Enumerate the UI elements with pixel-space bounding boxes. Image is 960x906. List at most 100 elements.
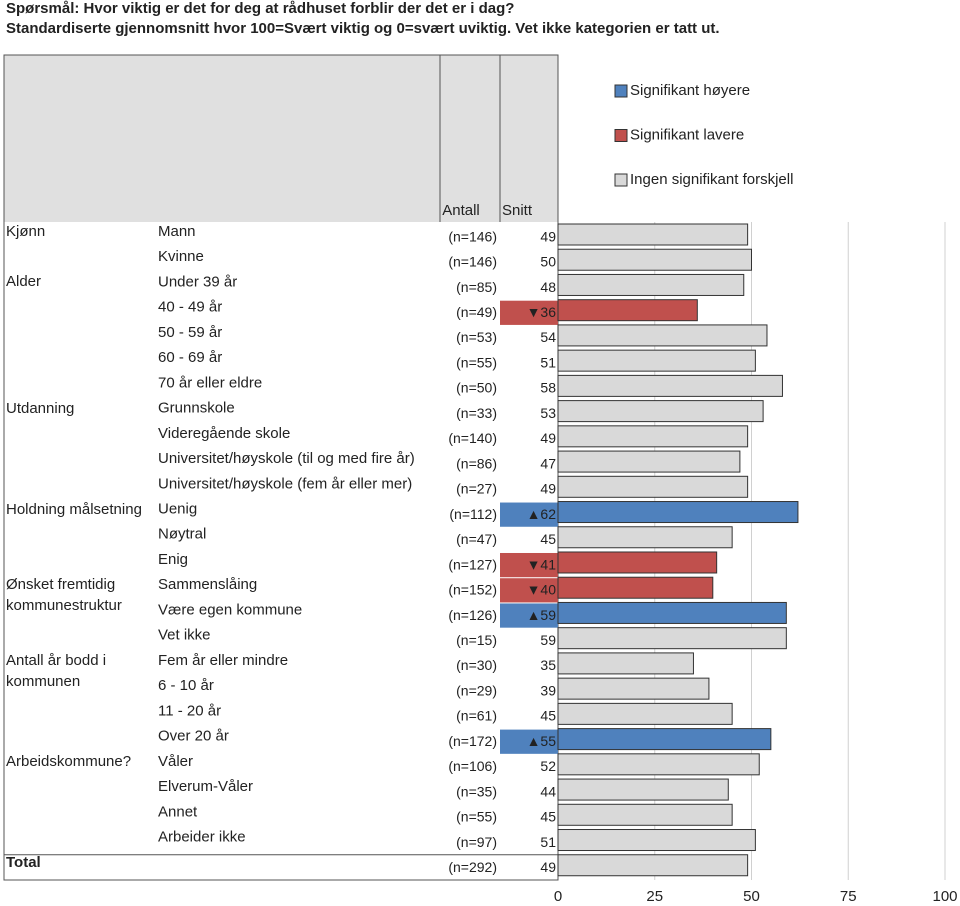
legend-swatch (614, 129, 628, 142)
bar (557, 248, 752, 271)
value-label: 49 (540, 859, 556, 875)
bar (557, 223, 749, 246)
value-label: ▲59 (527, 607, 557, 623)
bar (557, 400, 764, 423)
bar (557, 601, 787, 624)
table-header-bg (4, 55, 558, 222)
chart-subtitle: Standardiserte gjennomsnitt hvor 100=Svæ… (6, 20, 720, 37)
value-label: 45 (540, 531, 556, 547)
category-label: Over 20 år (158, 728, 229, 745)
column-header: Snitt (502, 202, 533, 219)
category-label: Videregående skole (158, 425, 290, 442)
category-label: Under 39 år (158, 273, 237, 290)
value-label: 52 (540, 758, 556, 774)
n-label: (n=27) (456, 481, 497, 497)
value-label: ▲62 (527, 506, 557, 522)
bar (557, 526, 733, 549)
category-label: Være egen kommune (158, 601, 302, 618)
category-label: Universitet/høyskole (fem år eller mer) (158, 475, 412, 492)
value-label: 54 (540, 329, 556, 345)
n-label: (n=146) (448, 254, 497, 270)
n-label: (n=172) (448, 733, 497, 749)
category-label: Annet (158, 803, 198, 820)
category-label: Grunnskole (158, 400, 235, 417)
category-label: Nøytral (158, 526, 206, 543)
n-label: (n=49) (456, 304, 497, 320)
n-label: (n=146) (448, 228, 497, 244)
value-label: ▼36 (527, 304, 557, 320)
n-label: (n=15) (456, 632, 497, 648)
n-label: (n=126) (448, 607, 497, 623)
bar (557, 450, 741, 473)
group-label: Alder (6, 273, 42, 291)
n-label: (n=50) (456, 380, 497, 396)
bar (557, 677, 710, 700)
bar (557, 627, 787, 650)
significance-cell (500, 729, 558, 754)
significance-cell (500, 552, 558, 578)
category-label: Sammenslåing (158, 576, 257, 593)
bar (557, 273, 745, 296)
group-label: Utdanning (6, 399, 75, 417)
x-tick-label: 100 (932, 888, 957, 905)
value-label: 49 (540, 228, 556, 244)
bar (557, 829, 756, 852)
category-label: Kvinne (158, 248, 204, 265)
value-label: 59 (540, 632, 556, 648)
category-label: Mann (158, 223, 196, 240)
n-label: (n=55) (456, 354, 497, 370)
category-label: 50 - 59 år (158, 324, 222, 341)
n-label: (n=112) (449, 506, 497, 522)
bar (557, 702, 733, 725)
category-label: 11 - 20 år (158, 702, 221, 719)
bar (557, 299, 698, 322)
value-label: 51 (540, 834, 556, 850)
n-label: (n=55) (456, 809, 497, 825)
n-label: (n=86) (456, 455, 497, 471)
n-label: (n=29) (456, 682, 497, 698)
n-label: (n=61) (456, 708, 497, 724)
group-label: Ønsket fremtidig kommunestruktur (6, 576, 122, 615)
category-label: 70 år eller eldre (158, 374, 262, 391)
bar (557, 501, 799, 524)
value-label: 50 (540, 254, 556, 270)
n-label: (n=106) (448, 758, 497, 774)
group-label: Total (6, 853, 41, 871)
significance-cell (500, 603, 558, 628)
category-label: Elverum-Våler (158, 778, 253, 795)
group-label: Kjønn (6, 223, 46, 240)
bar (557, 753, 760, 776)
x-tick-label: 0 (554, 888, 562, 905)
category-label: 6 - 10 år (158, 677, 214, 694)
n-label: (n=152) (448, 582, 497, 598)
category-label: Uenig (158, 500, 197, 517)
legend-label: Signifikant høyere (630, 82, 750, 99)
value-label: ▼41 (527, 556, 557, 572)
chart-title: Spørsmål: Hvor viktig er det for deg at … (6, 0, 514, 17)
category-label: 40 - 49 år (158, 299, 222, 316)
category-label: Fem år eller mindre (158, 652, 288, 669)
bar (557, 576, 714, 599)
value-label: 58 (540, 380, 556, 396)
n-label: (n=85) (456, 279, 497, 295)
bar (557, 728, 772, 751)
category-label: Universitet/høyskole (til og med fire år… (158, 450, 415, 467)
category-label: Arbeider ikke (158, 828, 246, 845)
category-label: Enig (158, 551, 188, 568)
n-label: (n=53) (456, 329, 497, 345)
significance-cell (500, 578, 558, 603)
value-label: 51 (540, 354, 556, 370)
value-label: 35 (540, 657, 556, 673)
n-label: (n=127) (448, 556, 497, 572)
n-label: (n=33) (456, 405, 497, 421)
n-label: (n=140) (448, 430, 497, 446)
bar (557, 652, 694, 675)
n-label: (n=292) (448, 859, 497, 875)
bar (557, 854, 749, 877)
value-label: 49 (540, 481, 556, 497)
value-label: 44 (540, 783, 556, 799)
category-label: Vet ikke (158, 627, 211, 644)
bar (557, 349, 756, 372)
